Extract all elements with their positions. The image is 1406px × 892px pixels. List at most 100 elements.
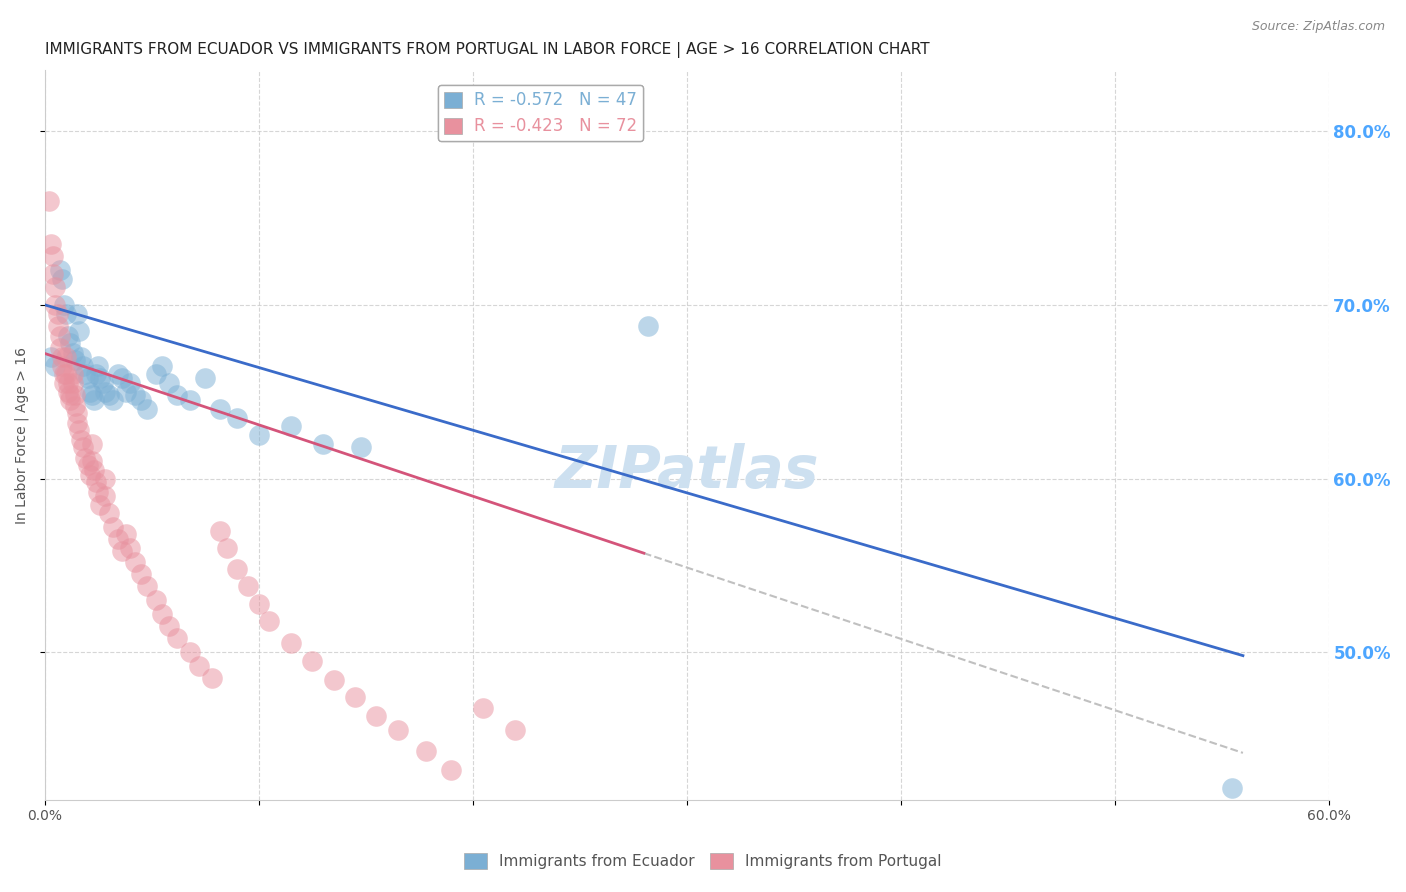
Point [209,524,232,538]
Point [44,280,66,294]
Point [179,645,201,659]
Text: ZIPatlas: ZIPatlas [554,443,818,500]
Point [129,393,152,408]
Point [129,567,152,582]
Point [440,763,463,777]
Point [53,376,76,390]
Point [48,329,70,343]
Point [72,359,94,373]
Point [226,562,249,576]
Point [179,393,201,408]
Point [152,359,174,373]
Point [66,416,89,430]
Point [59,393,82,408]
Point [39,350,62,364]
Point [55,368,77,382]
Point [124,555,146,569]
Point [226,410,249,425]
Point [67,324,90,338]
Point [62,368,84,382]
Point [48,341,70,355]
Point [247,428,270,442]
Point [38,194,60,208]
Point [301,654,323,668]
Point [55,306,77,320]
Point [58,384,80,399]
Point [83,463,105,477]
Point [72,440,94,454]
Point [209,402,232,417]
Point [66,405,89,419]
Point [46,306,69,320]
Legend: R = -0.572   N = 47, R = -0.423   N = 72: R = -0.572 N = 47, R = -0.423 N = 72 [437,86,644,141]
Point [79,384,101,399]
Point [236,579,259,593]
Point [157,619,180,633]
Point [166,632,188,646]
Point [42,249,65,263]
Point [76,371,98,385]
Point [62,346,84,360]
Point [280,419,302,434]
Legend: Immigrants from Ecuador, Immigrants from Portugal: Immigrants from Ecuador, Immigrants from… [458,847,948,875]
Text: IMMIGRANTS FROM ECUADOR VS IMMIGRANTS FROM PORTUGAL IN LABOR FORCE | AGE > 16 CO: IMMIGRANTS FROM ECUADOR VS IMMIGRANTS FR… [45,42,929,58]
Point [166,388,188,402]
Point [136,402,159,417]
Point [87,485,110,500]
Point [67,423,90,437]
Point [51,272,73,286]
Point [107,368,129,382]
Point [79,468,101,483]
Point [322,673,344,687]
Point [1220,780,1243,795]
Point [107,533,129,547]
Point [124,388,146,402]
Point [103,520,125,534]
Point [201,671,224,685]
Point [187,659,209,673]
Point [93,384,115,399]
Text: Source: ZipAtlas.com: Source: ZipAtlas.com [1251,20,1385,33]
Point [53,298,76,312]
Point [63,353,86,368]
Point [39,237,62,252]
Point [505,723,527,738]
Point [80,454,103,468]
Point [59,336,82,351]
Point [80,388,103,402]
Point [91,376,114,390]
Point [70,350,93,364]
Point [259,614,281,628]
Point [63,388,86,402]
Point [350,440,373,454]
Point [111,371,134,385]
Point [70,434,93,448]
Point [247,597,270,611]
Point [120,541,142,555]
Point [51,359,73,373]
Point [84,368,107,382]
Point [115,527,138,541]
Point [76,458,98,472]
Point [44,298,66,312]
Point [53,368,76,382]
Point [89,498,111,512]
Point [472,700,495,714]
Point [89,371,111,385]
Point [312,437,335,451]
Point [343,690,366,705]
Point [97,388,120,402]
Point [44,359,66,373]
Point [103,393,125,408]
Point [83,393,105,408]
Point [46,318,69,333]
Point [42,267,65,281]
Y-axis label: In Labor Force | Age > 16: In Labor Force | Age > 16 [15,347,30,524]
Point [145,368,167,382]
Point [87,359,110,373]
Point [415,744,437,758]
Point [215,541,238,555]
Point [93,471,115,485]
Point [136,579,159,593]
Point [387,723,409,738]
